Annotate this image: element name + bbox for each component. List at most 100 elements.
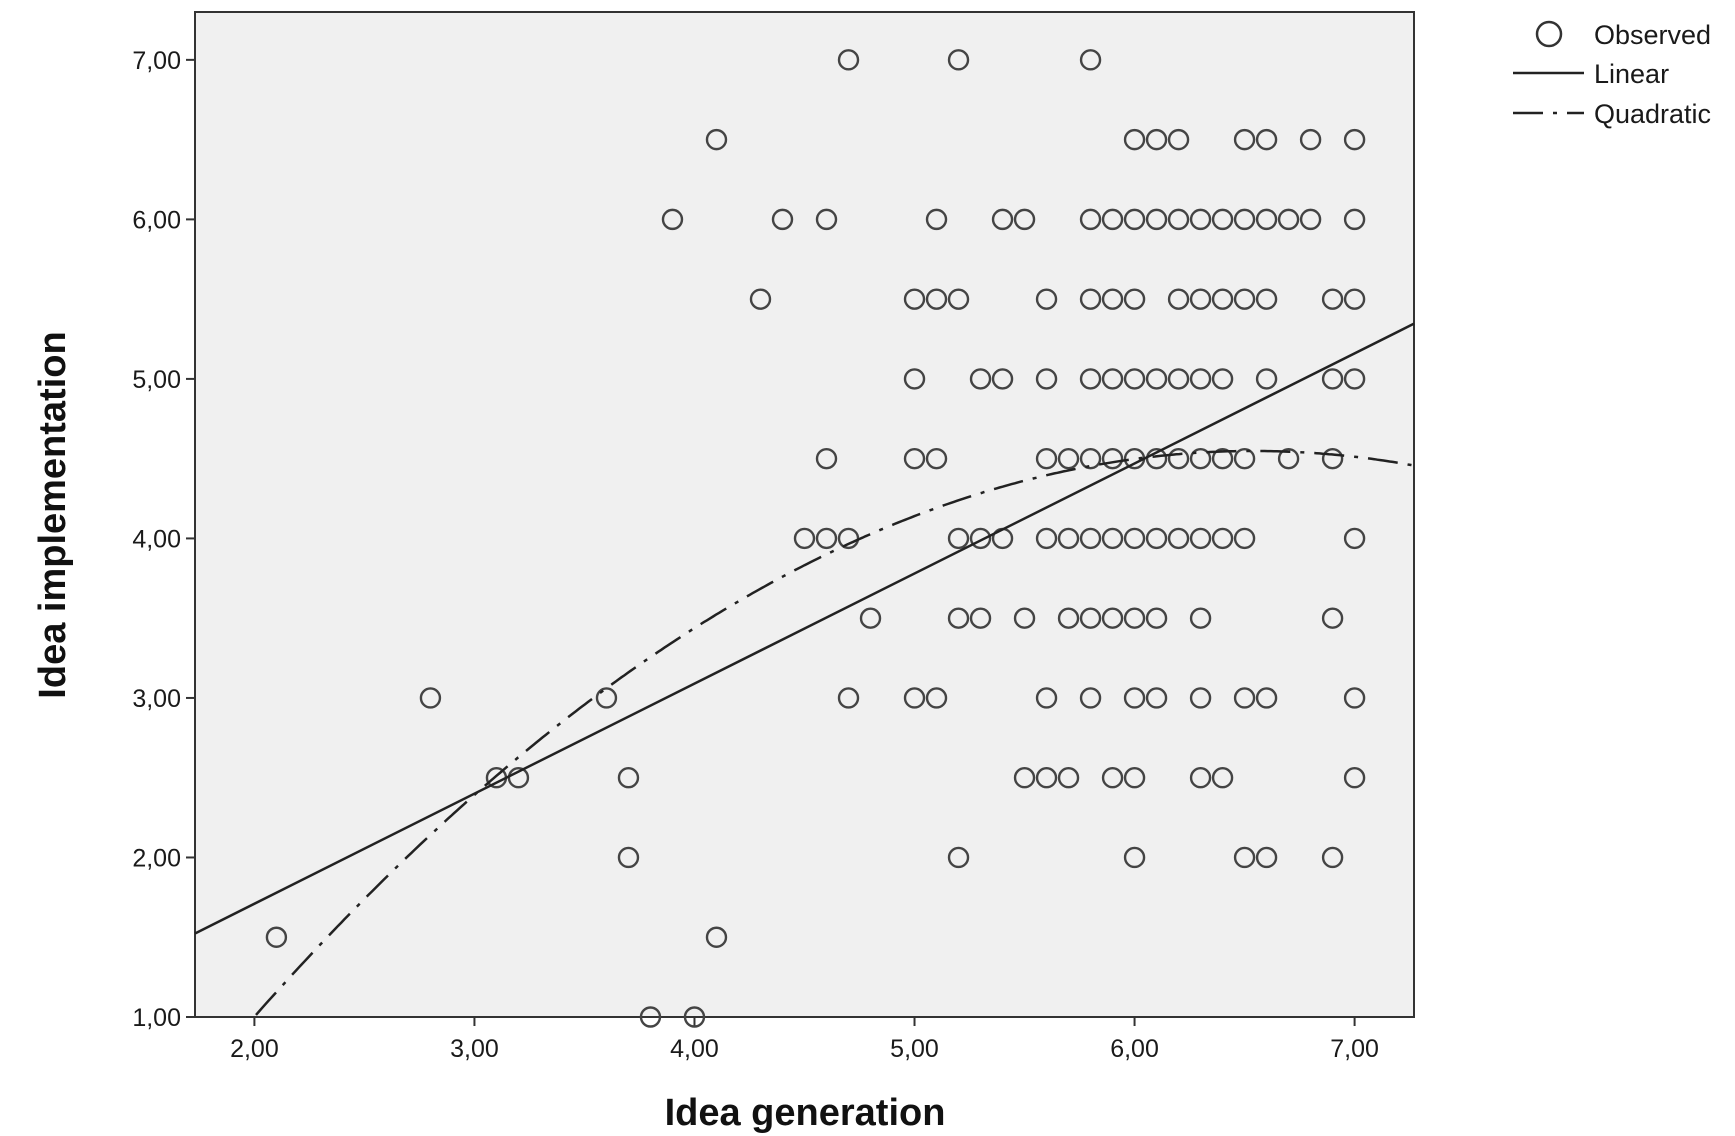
observed-point (991, 368, 1014, 390)
legend: Observed Linear Quadratic (1513, 20, 1711, 129)
observed-point (1101, 208, 1124, 231)
observed-point (1255, 846, 1278, 869)
observed-point (1255, 288, 1278, 310)
observed-point (1123, 368, 1146, 390)
observed-point (661, 208, 684, 231)
observed-point (815, 447, 838, 470)
observed-point (1211, 447, 1234, 470)
observed-point (1035, 288, 1058, 310)
observed-point (793, 527, 816, 550)
observed-point (1123, 288, 1146, 310)
observed-point (815, 208, 838, 231)
observed-point (1145, 527, 1168, 550)
observed-point (1013, 767, 1036, 789)
observed-point (1145, 607, 1168, 629)
observed-point (1145, 447, 1168, 470)
observed-point (991, 208, 1014, 231)
observed-point (1079, 49, 1102, 71)
observed-point (1145, 368, 1168, 390)
observed-point (1211, 368, 1234, 390)
observed-point (925, 208, 948, 231)
observed-point (947, 527, 970, 550)
observed-point (1145, 208, 1168, 231)
observed-point (925, 687, 948, 709)
observed-point (969, 527, 992, 550)
observed-point (1079, 607, 1102, 629)
observed-point (1101, 288, 1124, 310)
observed-point (1211, 527, 1234, 550)
observed-point (1277, 447, 1300, 470)
linear-fit-line (194, 322, 1415, 935)
observed-point (1343, 208, 1366, 231)
observed-point (1343, 767, 1366, 789)
observed-point (1079, 447, 1102, 470)
y-tick-label: 2,00 (132, 844, 181, 872)
observed-point (947, 607, 970, 629)
observed-point (617, 767, 640, 789)
observed-point (1101, 527, 1124, 550)
observed-point (419, 687, 442, 709)
observed-point (1321, 607, 1344, 629)
observed-point (837, 687, 860, 709)
observed-point (1211, 288, 1234, 310)
observed-point (1233, 527, 1256, 550)
observed-point (1167, 128, 1190, 151)
observed-point (1189, 767, 1212, 789)
observed-point (1123, 527, 1146, 550)
y-tick-label: 5,00 (132, 366, 181, 394)
observed-point (1167, 447, 1190, 470)
observed-point (1343, 368, 1366, 390)
legend-observed-marker (1535, 20, 1563, 48)
y-tick-label: 1,00 (132, 1004, 181, 1032)
observed-point (1321, 368, 1344, 390)
observed-point (1299, 128, 1322, 151)
observed-point (1079, 288, 1102, 310)
observed-point (947, 288, 970, 310)
y-tick-label: 7,00 (132, 47, 181, 75)
observed-point (903, 288, 926, 310)
observed-point (1233, 846, 1256, 869)
observed-point (683, 1006, 706, 1028)
observed-point (1343, 527, 1366, 550)
y-tick-label: 3,00 (132, 685, 181, 713)
observed-point (903, 368, 926, 390)
x-tick-label: 5,00 (890, 1035, 939, 1063)
observed-point (969, 607, 992, 629)
x-axis-ticks: 2,00 3,00 4,00 5,00 6,00 7,00 (230, 1017, 1379, 1063)
observed-point (1035, 527, 1058, 550)
observed-point (859, 607, 882, 629)
observed-point (1277, 208, 1300, 231)
legend-observed-label: Observed (1594, 20, 1711, 50)
y-tick-label: 6,00 (132, 206, 181, 234)
observed-point (1189, 687, 1212, 709)
plot-area (194, 11, 1415, 1018)
legend-linear-label: Linear (1594, 59, 1669, 89)
observed-point (1189, 368, 1212, 390)
x-tick-label: 7,00 (1330, 1035, 1379, 1063)
observed-point (925, 288, 948, 310)
observed-point (1013, 208, 1036, 231)
observed-point (815, 527, 838, 550)
observed-point (837, 49, 860, 71)
observed-point (1189, 607, 1212, 629)
observed-point (1211, 767, 1234, 789)
observed-point (1167, 527, 1190, 550)
observed-point (1255, 128, 1278, 151)
observed-point (1167, 208, 1190, 231)
observed-point (903, 687, 926, 709)
observed-point (1035, 767, 1058, 789)
observed-point (1255, 368, 1278, 390)
observed-point (1123, 208, 1146, 231)
observed-point (265, 926, 288, 948)
observed-point (639, 1006, 662, 1028)
observed-point (1321, 846, 1344, 869)
observed-point (771, 208, 794, 231)
observed-point (1013, 607, 1036, 629)
observed-point (1079, 368, 1102, 390)
observed-point (1299, 208, 1322, 231)
x-tick-label: 4,00 (670, 1035, 719, 1063)
observed-point (1255, 208, 1278, 231)
observed-point (1057, 527, 1080, 550)
observed-point (1123, 128, 1146, 151)
